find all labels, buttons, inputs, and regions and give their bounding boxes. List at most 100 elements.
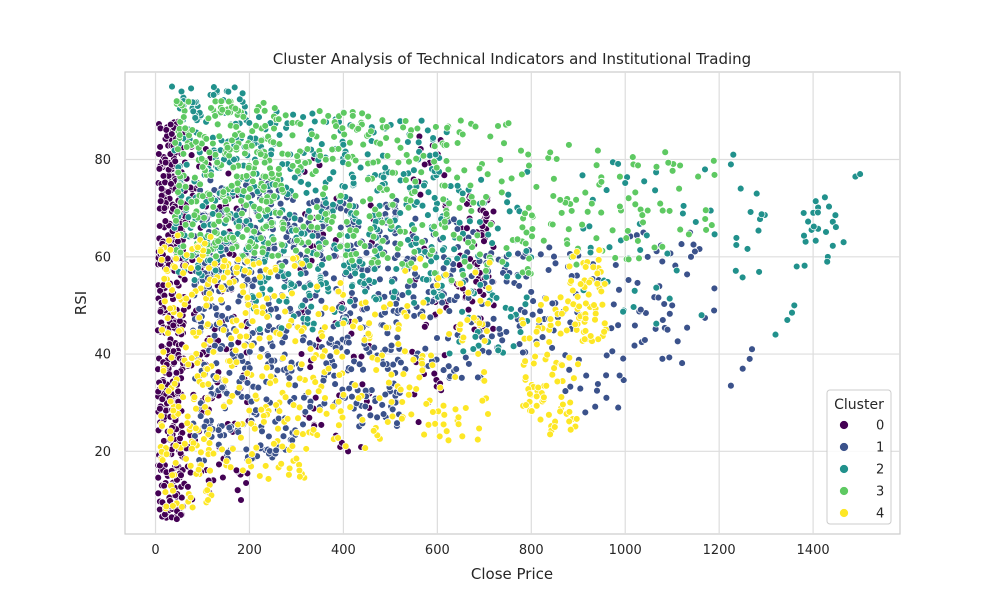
data-point [402,151,411,159]
data-point [275,407,284,415]
data-point [463,316,472,324]
data-point [284,150,292,159]
data-point [466,181,475,190]
data-point [405,391,413,399]
data-point [545,243,554,252]
data-point [396,240,405,248]
data-point [277,460,285,468]
data-point [250,227,258,236]
data-point [656,199,664,208]
data-point [727,381,735,390]
data-point [411,177,420,186]
data-point [489,315,498,323]
data-point [156,307,165,316]
data-point [410,248,419,256]
data-point [337,223,345,232]
data-point [248,317,257,325]
data-point [243,226,251,234]
data-point [450,215,458,224]
data-point [234,255,242,264]
data-point [187,151,196,159]
data-point [692,218,700,226]
data-point [677,240,686,248]
data-point [167,180,175,188]
data-point [475,319,484,328]
data-point [209,449,218,458]
data-point [556,407,564,416]
data-point [403,302,412,310]
data-point [439,264,448,272]
data-point [752,189,761,198]
data-point [561,387,570,395]
data-point [396,227,404,236]
data-point [294,414,302,422]
data-point [334,434,342,442]
legend-marker [839,464,849,474]
data-point [210,331,219,340]
data-point [426,313,435,322]
data-point [161,217,170,225]
data-point [799,209,808,217]
data-point [453,292,461,301]
data-point [313,431,321,439]
data-point [526,390,534,398]
data-point [219,326,228,334]
data-point [196,180,204,189]
data-point [387,370,396,379]
data-point [283,415,292,423]
data-point [821,193,829,202]
data-point [199,192,207,200]
data-point [530,359,538,368]
data-point [445,199,453,208]
data-point [334,397,343,406]
data-point [202,301,211,310]
data-point [166,304,174,313]
data-point [371,247,379,255]
data-point [594,335,602,343]
data-point [505,207,514,216]
data-point [192,350,201,358]
data-point [246,348,254,356]
data-point [433,281,441,290]
data-point [431,150,440,159]
data-point [219,262,227,271]
data-point [173,515,181,523]
data-point [195,305,203,313]
data-point [232,123,240,131]
data-point [292,226,300,234]
data-point [631,321,639,330]
legend-label: 3 [876,485,884,500]
data-point [409,355,418,364]
data-point [212,373,221,382]
data-point [383,185,391,194]
data-point [175,292,183,300]
data-point [445,349,454,358]
data-point [209,91,218,99]
data-point [394,340,403,348]
data-point [354,125,362,133]
data-point [275,131,284,139]
data-point [237,433,245,442]
data-point [332,348,341,356]
data-point [176,434,184,443]
data-point [480,377,489,385]
data-point [502,244,511,252]
data-point [676,161,684,170]
data-point [463,224,471,232]
data-point [393,419,401,427]
data-point [615,286,623,294]
data-point [154,473,162,482]
data-point [166,427,175,436]
data-point [292,454,301,463]
data-point [528,211,536,220]
data-point [244,301,253,309]
data-point [248,141,256,150]
data-point [792,262,801,271]
data-point [419,298,428,307]
data-point [162,502,171,511]
data-point [438,292,446,300]
data-point [190,393,199,401]
data-point [507,305,515,313]
data-point [155,222,164,230]
data-point [237,197,245,205]
